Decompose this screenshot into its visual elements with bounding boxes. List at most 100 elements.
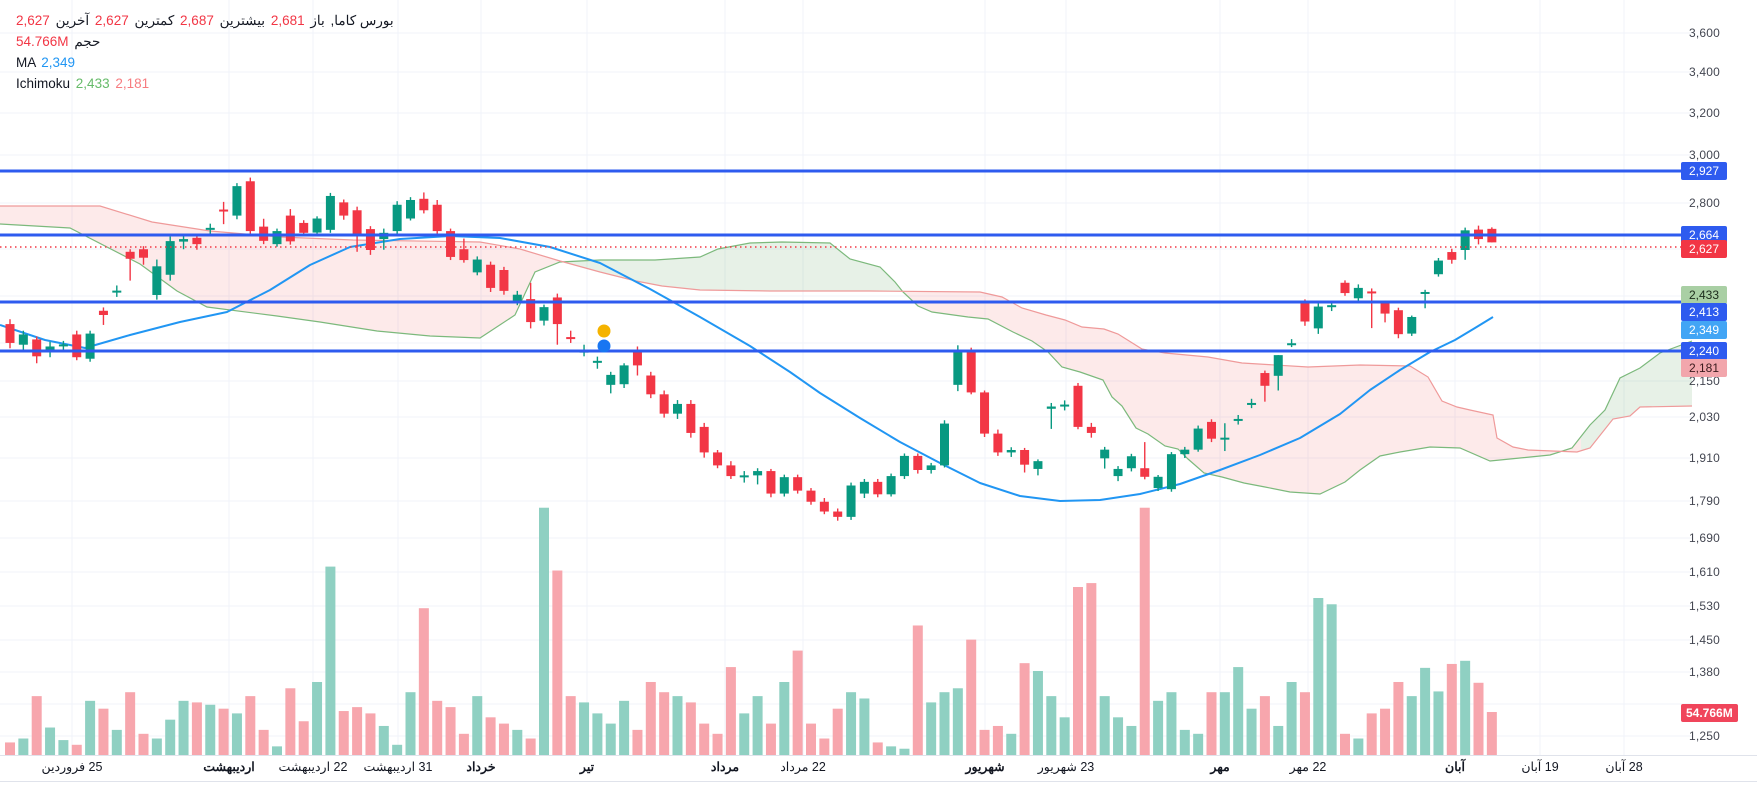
volume-bar[interactable] xyxy=(605,723,616,755)
volume-bar[interactable] xyxy=(312,681,323,755)
candle-body[interactable] xyxy=(1180,449,1190,455)
volume-bar[interactable] xyxy=(1473,682,1484,755)
volume-bar[interactable] xyxy=(1246,708,1257,755)
volume-bar[interactable] xyxy=(539,507,549,755)
volume-bar[interactable] xyxy=(592,713,603,755)
candle-body[interactable] xyxy=(606,374,616,385)
candle-body[interactable] xyxy=(58,344,68,347)
candle-body[interactable] xyxy=(152,266,162,295)
volume-bar[interactable] xyxy=(151,738,162,755)
candle-body[interactable] xyxy=(1313,306,1323,329)
event-marker-dot[interactable] xyxy=(597,324,611,338)
candle-body[interactable] xyxy=(566,337,576,340)
candle-body[interactable] xyxy=(1460,230,1470,250)
candle-body[interactable] xyxy=(1447,252,1457,260)
candle-body[interactable] xyxy=(112,290,122,293)
volume-bar[interactable] xyxy=(31,696,42,755)
volume-bar[interactable] xyxy=(1139,507,1150,755)
volume-bar[interactable] xyxy=(979,729,990,755)
candle-body[interactable] xyxy=(179,239,189,242)
candle-body[interactable] xyxy=(953,350,963,385)
volume-bar[interactable] xyxy=(378,725,389,755)
candle-body[interactable] xyxy=(1086,426,1096,433)
volume-bar[interactable] xyxy=(1420,667,1431,755)
candle-body[interactable] xyxy=(85,333,95,359)
volume-bar[interactable] xyxy=(699,723,710,755)
candle-body[interactable] xyxy=(1033,461,1043,469)
candle-body[interactable] xyxy=(1046,406,1056,409)
volume-bar[interactable] xyxy=(45,727,56,755)
candle-body[interactable] xyxy=(940,423,949,466)
candle-body[interactable] xyxy=(165,241,175,275)
candle-body[interactable] xyxy=(766,471,776,494)
volume-bar[interactable] xyxy=(1299,692,1310,755)
volume-bar[interactable] xyxy=(1259,696,1270,755)
candle-body[interactable] xyxy=(552,297,562,325)
volume-bar[interactable] xyxy=(619,700,630,755)
volume-bar[interactable] xyxy=(565,696,576,755)
volume-bar[interactable] xyxy=(1099,696,1110,755)
candle-body[interactable] xyxy=(899,455,909,477)
candle-body[interactable] xyxy=(406,199,415,219)
candle-body[interactable] xyxy=(1140,468,1150,477)
volume-bar[interactable] xyxy=(58,740,69,755)
candle-body[interactable] xyxy=(619,365,629,385)
candle-body[interactable] xyxy=(726,465,736,477)
volume-bar[interactable] xyxy=(1113,717,1124,755)
candle-body[interactable] xyxy=(926,465,936,471)
candle-body[interactable] xyxy=(205,227,215,230)
volume-bar[interactable] xyxy=(418,608,429,755)
volume-bar[interactable] xyxy=(725,667,736,755)
volume-bar[interactable] xyxy=(1340,733,1350,755)
candle-body[interactable] xyxy=(245,181,255,232)
candle-body[interactable] xyxy=(793,477,803,491)
candle-body[interactable] xyxy=(486,264,496,288)
volume-bar[interactable] xyxy=(1179,729,1190,755)
candle-body[interactable] xyxy=(98,310,108,315)
volume-bar[interactable] xyxy=(832,708,843,755)
volume-bar[interactable] xyxy=(792,650,803,755)
volume-bar[interactable] xyxy=(1233,667,1244,755)
candle-body[interactable] xyxy=(753,471,763,476)
volume-bar[interactable] xyxy=(1166,692,1177,755)
candle-body[interactable] xyxy=(806,490,816,502)
candle-body[interactable] xyxy=(632,350,642,366)
volume-bar[interactable] xyxy=(125,692,136,755)
candle-body[interactable] xyxy=(432,204,442,232)
candle-body[interactable] xyxy=(1233,418,1243,421)
volume-bar[interactable] xyxy=(432,700,443,755)
candle-body[interactable] xyxy=(980,392,990,434)
candle-body[interactable] xyxy=(673,403,682,414)
candle-body[interactable] xyxy=(646,375,656,395)
volume-bar[interactable] xyxy=(191,702,202,755)
candle-body[interactable] xyxy=(45,346,55,350)
volume-bar[interactable] xyxy=(1006,733,1017,755)
volume-bar[interactable] xyxy=(1313,598,1324,755)
candle-body[interactable] xyxy=(325,195,335,230)
candle-body[interactable] xyxy=(859,481,869,494)
volume-bar[interactable] xyxy=(1193,733,1204,755)
volume-bar[interactable] xyxy=(632,729,643,755)
candle-body[interactable] xyxy=(913,455,923,471)
candle-body[interactable] xyxy=(32,339,42,357)
volume-bar[interactable] xyxy=(872,742,883,755)
volume-bar[interactable] xyxy=(231,713,242,755)
volume-bar[interactable] xyxy=(1446,663,1457,755)
volume-bar[interactable] xyxy=(1380,708,1391,755)
candle-body[interactable] xyxy=(1260,373,1270,386)
candle-body[interactable] xyxy=(1287,343,1297,346)
volume-bar[interactable] xyxy=(1032,671,1043,755)
volume-bar[interactable] xyxy=(645,681,656,755)
candle-body[interactable] xyxy=(472,259,482,273)
candle-body[interactable] xyxy=(1126,456,1136,469)
volume-bar[interactable] xyxy=(1219,692,1230,755)
volume-bar[interactable] xyxy=(806,723,816,755)
volume-bar[interactable] xyxy=(952,688,963,755)
time-axis[interactable]: 25 فروردین اردیبهشت 22 اردیبهشت 31 اردیبهشت… xyxy=(0,757,1757,781)
volume-bar[interactable] xyxy=(258,729,269,755)
volume-bar[interactable] xyxy=(205,704,216,755)
ma-label[interactable]: MA xyxy=(16,55,36,70)
candle-body[interactable] xyxy=(419,198,429,211)
candle-body[interactable] xyxy=(1407,316,1417,334)
volume-bar[interactable] xyxy=(1406,696,1417,755)
